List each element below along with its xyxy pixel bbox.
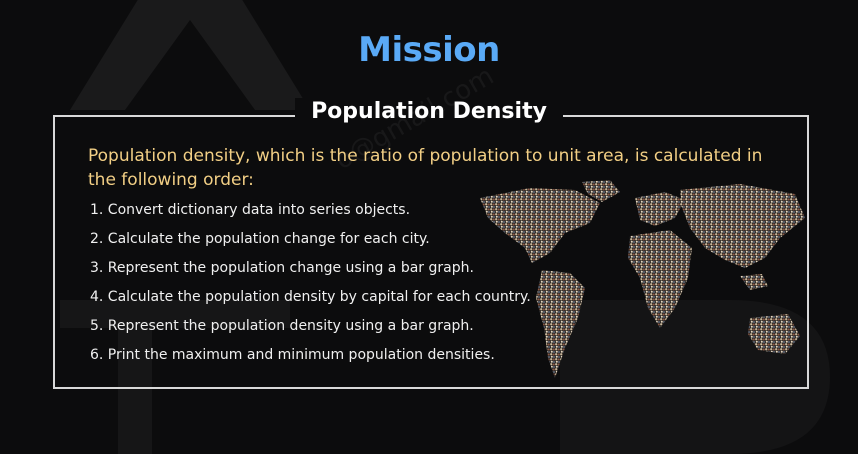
list-item: 2. Calculate the population change for e… [90, 231, 430, 247]
list-item: 6. Print the maximum and minimum populat… [90, 347, 495, 363]
mission-title: Mission [358, 30, 500, 70]
intro-text: Population density, which is the ratio o… [88, 146, 763, 190]
subtitle-wrap: Population Density [0, 98, 858, 126]
steps-list: 1. Convert dictionary data into series o… [90, 200, 531, 374]
list-item: 1. Convert dictionary data into series o… [90, 202, 411, 218]
section-subtitle: Population Density [295, 98, 563, 126]
list-item: 4. Calculate the population density by c… [90, 289, 531, 305]
list-item: 5. Represent the population density usin… [90, 318, 474, 334]
list-item: 3. Represent the population change using… [90, 260, 474, 276]
world-map-image [480, 180, 805, 378]
